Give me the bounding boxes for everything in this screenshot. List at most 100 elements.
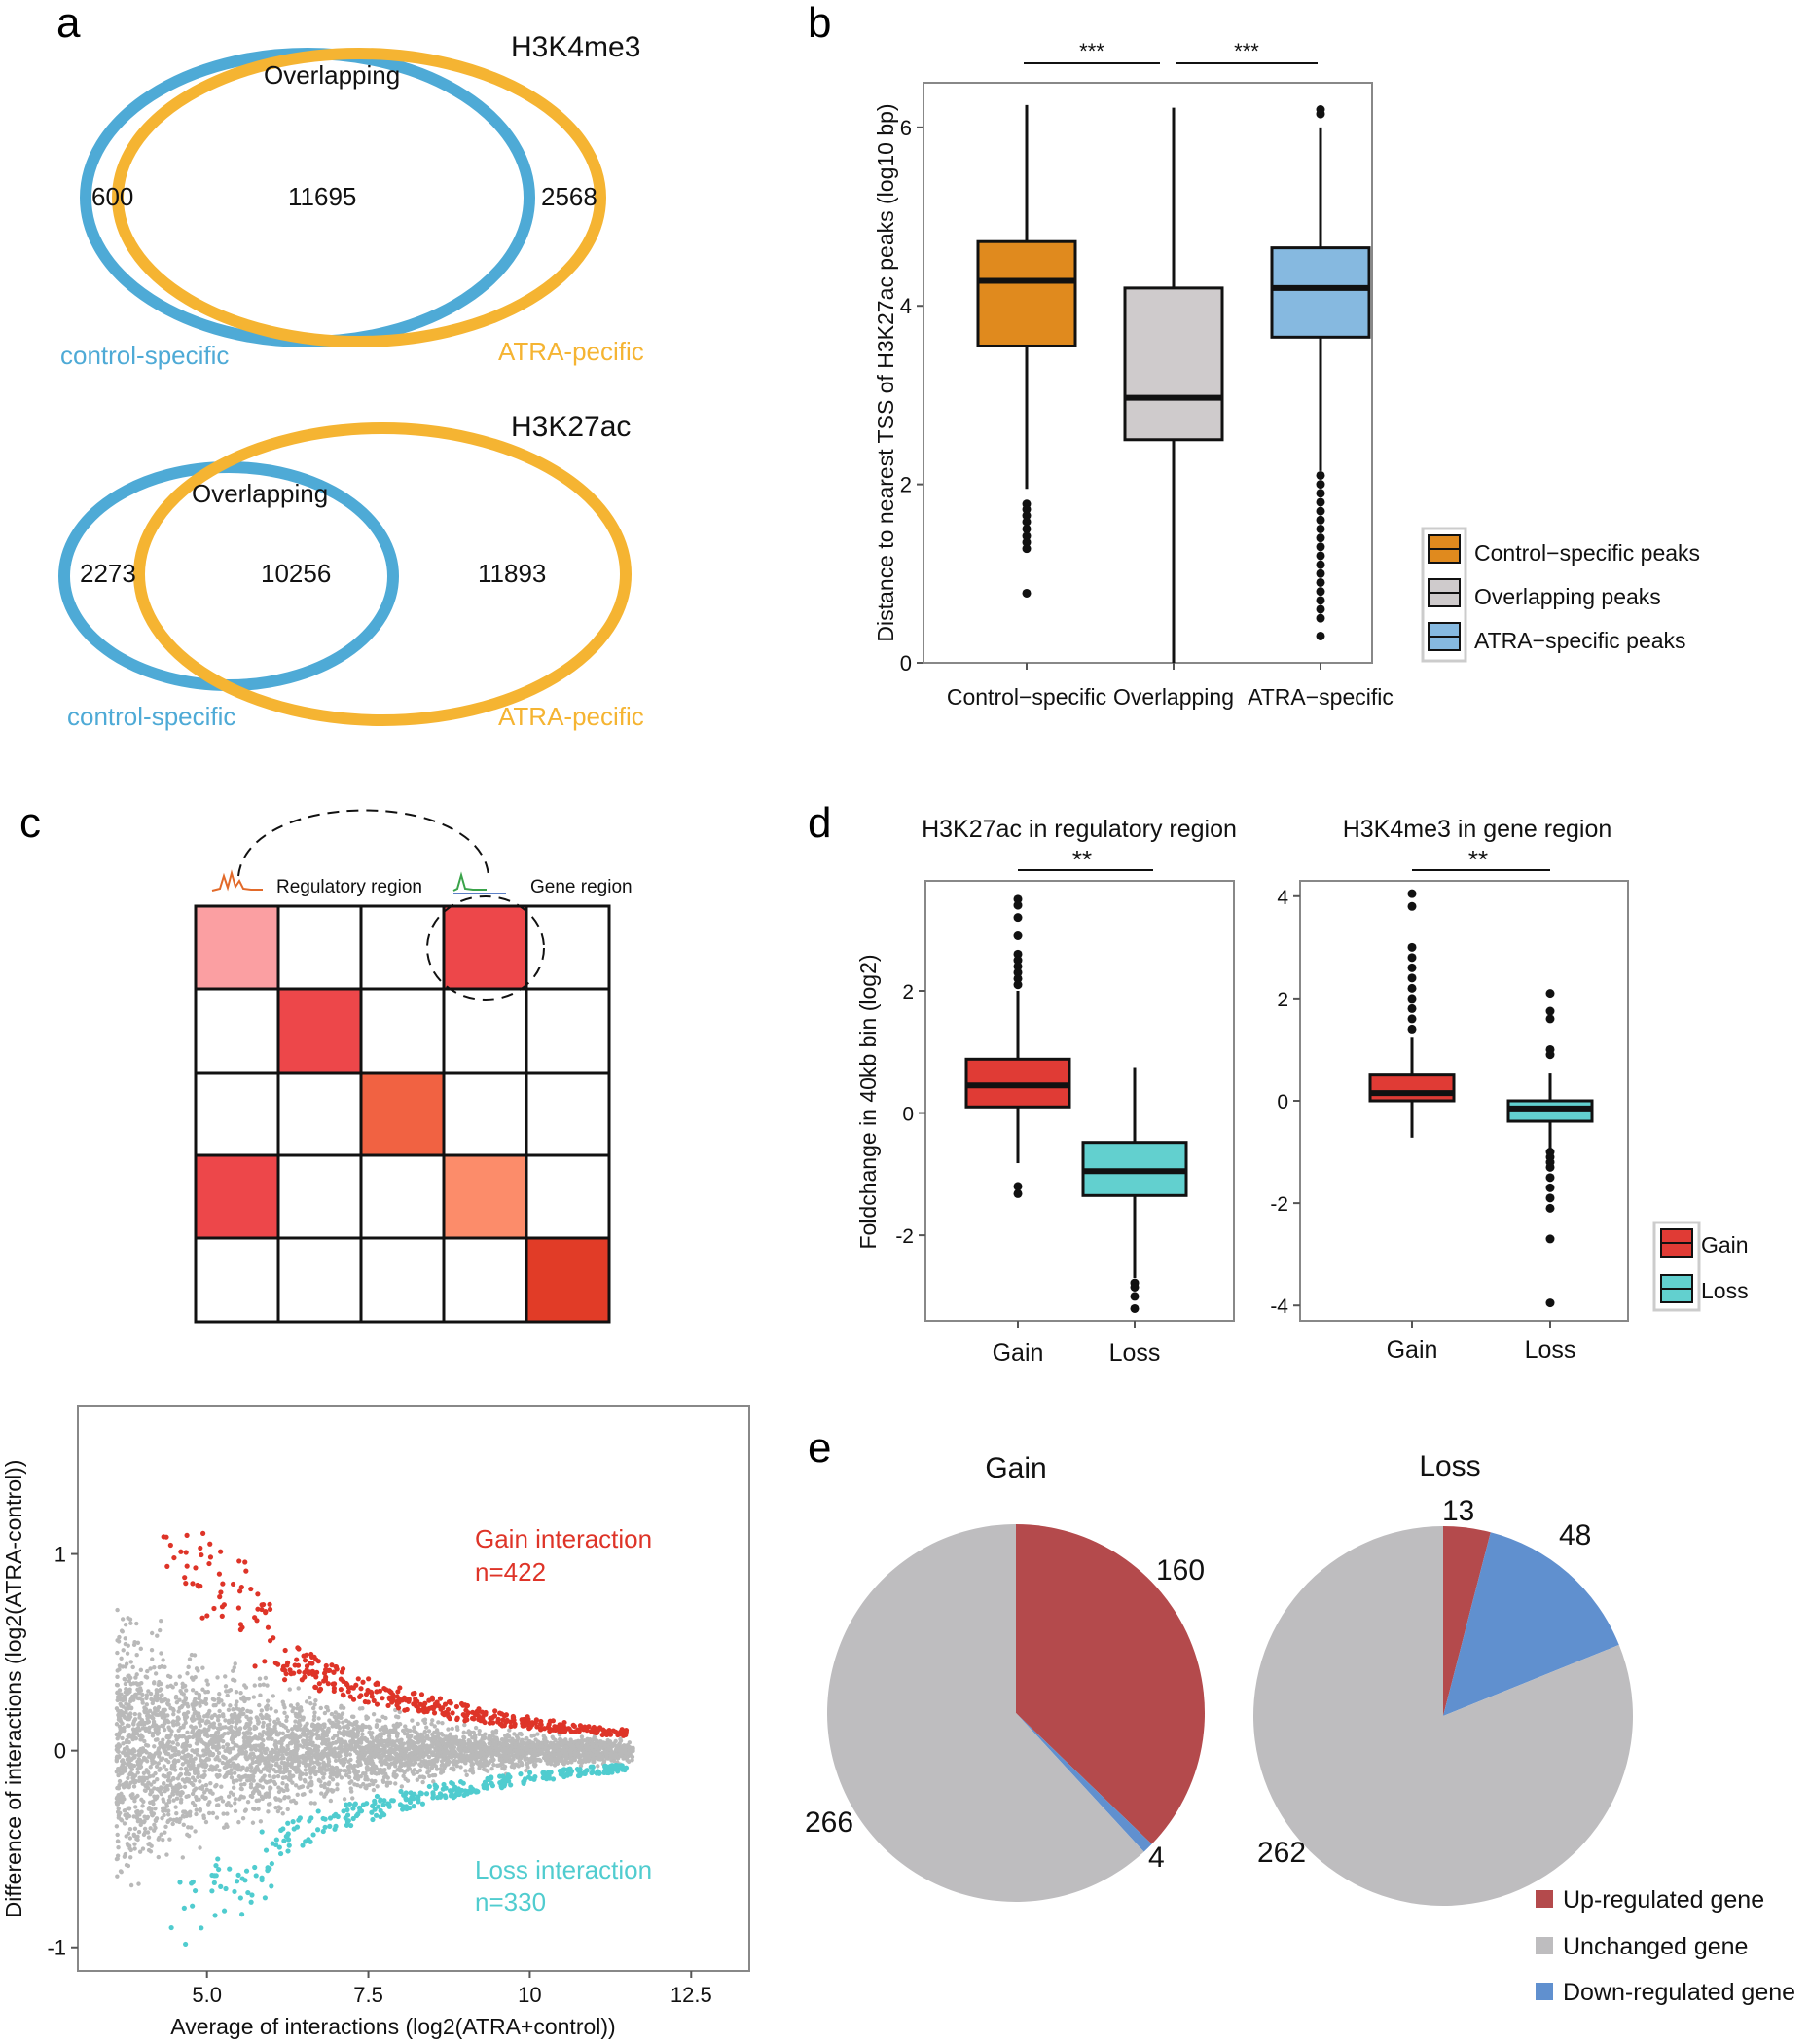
data-point xyxy=(156,1704,162,1710)
data-point xyxy=(168,1754,174,1760)
data-point xyxy=(446,1727,451,1732)
data-point xyxy=(155,1688,161,1694)
data-point xyxy=(208,1764,214,1769)
data-point xyxy=(186,1825,191,1830)
data-point xyxy=(219,1698,224,1703)
data-point xyxy=(293,1783,299,1788)
gain-point xyxy=(426,1705,432,1711)
data-point xyxy=(136,1881,141,1886)
loss-points xyxy=(168,1762,630,1948)
data-point xyxy=(153,1727,158,1732)
data-point xyxy=(613,1738,618,1744)
data-point xyxy=(425,1765,430,1770)
gain-point xyxy=(380,1696,385,1701)
data-point xyxy=(379,1734,383,1739)
data-point xyxy=(604,1756,610,1761)
data-point xyxy=(268,1785,273,1791)
data-point xyxy=(185,1730,190,1735)
data-point xyxy=(130,1664,135,1670)
data-point xyxy=(395,1731,401,1736)
data-point xyxy=(630,1754,635,1760)
data-point xyxy=(551,1741,556,1746)
data-point xyxy=(194,1807,199,1812)
data-point xyxy=(193,1710,199,1715)
data-point xyxy=(598,1757,603,1762)
gain-point xyxy=(436,1703,442,1709)
data-point xyxy=(127,1783,131,1788)
data-point xyxy=(461,1734,466,1739)
data-point xyxy=(290,1708,295,1714)
data-point xyxy=(163,1830,167,1835)
data-point xyxy=(143,1728,149,1733)
data-point xyxy=(397,1722,403,1727)
data-point xyxy=(330,1735,336,1741)
data-point xyxy=(165,1713,170,1718)
data-point xyxy=(177,1674,182,1679)
data-point xyxy=(247,1709,253,1714)
data-point xyxy=(120,1800,125,1805)
data-point xyxy=(164,1804,170,1808)
data-point xyxy=(115,1853,121,1858)
data-point xyxy=(615,1745,621,1750)
data-point xyxy=(179,1691,184,1696)
interaction-arc xyxy=(237,809,489,877)
outlier-point xyxy=(1316,596,1325,605)
loss-point xyxy=(199,1925,204,1931)
data-point xyxy=(171,1719,176,1724)
data-point xyxy=(154,1764,160,1769)
data-point xyxy=(179,1704,184,1710)
data-point xyxy=(260,1796,265,1802)
data-point xyxy=(161,1737,165,1742)
data-point xyxy=(578,1754,583,1759)
legend-label-control: Control−specific peaks xyxy=(1474,540,1700,566)
data-point xyxy=(361,1755,366,1761)
gain-point xyxy=(575,1727,581,1733)
data-point xyxy=(489,1766,494,1771)
outlier-point xyxy=(1022,531,1032,541)
gain-point xyxy=(371,1697,377,1703)
data-point xyxy=(381,1753,387,1758)
gain-point xyxy=(394,1702,400,1708)
data-point xyxy=(215,1714,221,1720)
data-point xyxy=(454,1763,459,1769)
data-point xyxy=(184,1714,190,1720)
data-point xyxy=(605,1737,610,1743)
data-point xyxy=(452,1735,456,1740)
data-point xyxy=(228,1763,233,1769)
data-point xyxy=(470,1756,475,1762)
outlier-point xyxy=(1316,560,1325,569)
data-point xyxy=(131,1833,137,1839)
data-point xyxy=(144,1693,150,1697)
outlier-point xyxy=(1316,542,1325,552)
data-point xyxy=(369,1770,374,1776)
data-point xyxy=(170,1821,175,1827)
data-point xyxy=(597,1753,601,1759)
data-point xyxy=(421,1758,427,1764)
data-point xyxy=(216,1796,222,1802)
data-point xyxy=(507,1728,512,1733)
gain-point xyxy=(304,1652,309,1658)
data-point xyxy=(355,1727,360,1732)
data-point xyxy=(624,1750,629,1756)
data-point xyxy=(561,1747,567,1752)
data-point xyxy=(201,1748,206,1753)
data-point xyxy=(520,1749,525,1754)
data-point xyxy=(200,1718,205,1723)
gain-point xyxy=(252,1615,258,1621)
gain-point xyxy=(358,1686,364,1692)
data-point xyxy=(221,1811,226,1816)
gain-count: n=422 xyxy=(475,1557,546,1587)
gain-point xyxy=(230,1581,236,1588)
loss-point xyxy=(333,1811,339,1817)
data-point xyxy=(326,1726,331,1732)
data-point xyxy=(145,1775,150,1781)
loss-point xyxy=(404,1806,410,1812)
gain-point xyxy=(255,1606,261,1612)
data-point xyxy=(358,1747,364,1752)
gain-point xyxy=(218,1549,224,1554)
data-point xyxy=(152,1706,158,1711)
data-point xyxy=(115,1736,120,1741)
gain-point xyxy=(534,1724,540,1730)
data-point xyxy=(121,1785,127,1790)
data-point xyxy=(159,1832,163,1837)
